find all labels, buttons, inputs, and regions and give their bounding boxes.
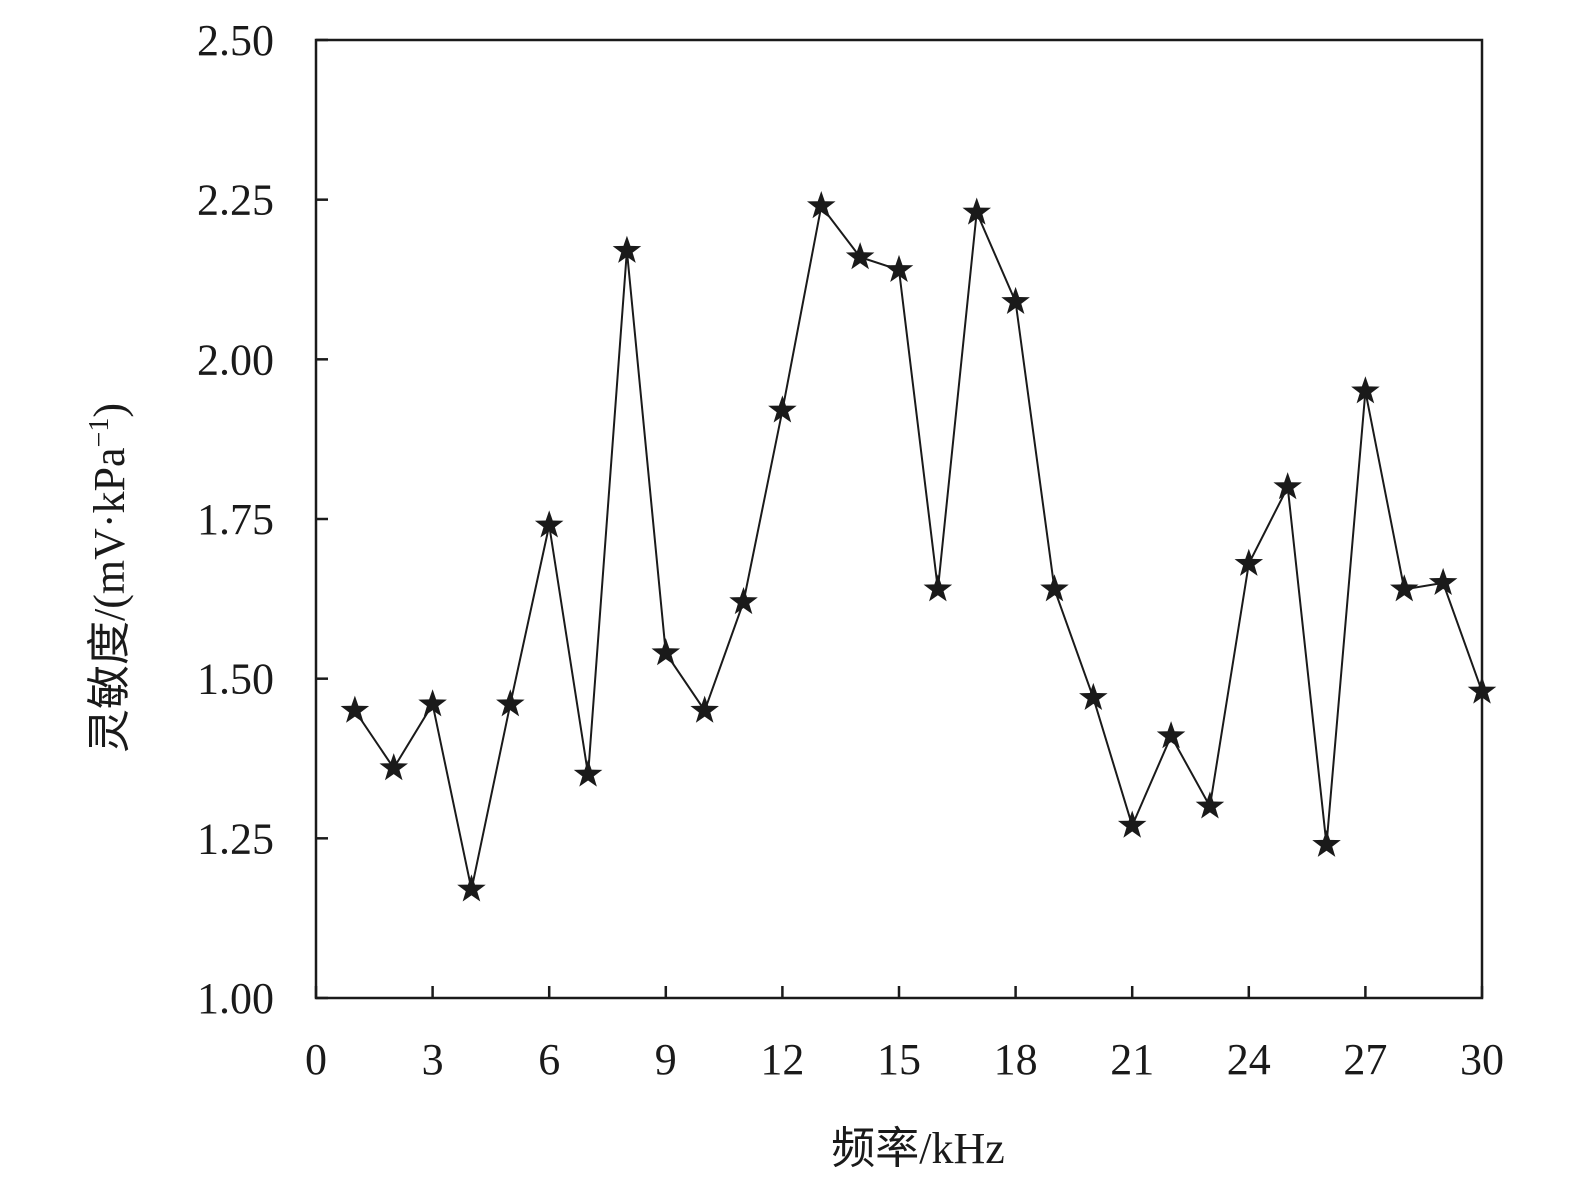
data-point-18 [1001,286,1030,314]
data-point-21 [1117,810,1147,838]
data-point-12 [768,395,797,423]
plot-frame [314,38,1484,1000]
y-tick-label-4: 2.00 [197,335,274,384]
x-tick-label-2: 6 [538,1035,560,1084]
data-point-2 [379,753,408,781]
data-point-5 [496,689,525,717]
data-point-8 [612,235,642,263]
data-point-1 [340,695,370,723]
x-axis: 0 3 6 9 12 15 18 21 24 27 30 [305,986,1504,1084]
data-point-19 [1040,574,1069,602]
x-tick-label-5: 15 [877,1035,921,1084]
x-tick-label-1: 3 [422,1035,444,1084]
y-tick-label-0: 1.00 [197,974,274,1023]
data-point-28 [1390,574,1419,602]
data-point-3 [418,689,447,717]
data-point-29 [1428,567,1458,595]
x-tick-label-10: 30 [1460,1035,1504,1084]
x-tick-label-3: 9 [655,1035,677,1084]
x-tick-label-4: 12 [760,1035,804,1084]
data-point-6 [534,510,564,538]
y-tick-label-1: 1.25 [197,814,274,863]
data-point-16 [923,574,953,602]
y-axis-label-main: 灵敏度/(mV·kPa [85,447,134,753]
series-sensitivity [340,191,1497,902]
data-point-15 [884,254,914,283]
data-point-30 [1467,676,1497,704]
data-point-4 [457,874,486,902]
y-axis: 1.00 1.25 1.50 1.75 2.00 2.25 2.50 [197,16,328,1023]
x-axis-label: 频率/kHz [831,1124,1005,1173]
y-axis-label-close: ) [85,403,134,418]
x-tick-label-7: 21 [1110,1035,1154,1084]
y-tick-label-6: 2.50 [197,16,274,65]
y-tick-label-3: 1.75 [197,495,274,544]
data-point-24 [1234,548,1264,576]
data-point-25 [1273,472,1302,500]
series-line [354,203,1483,890]
data-point-17 [962,197,991,225]
data-point-23 [1195,791,1225,819]
data-point-14 [845,242,875,270]
x-tick-label-0: 0 [305,1035,327,1084]
data-point-26 [1312,829,1341,857]
y-tick-label-5: 2.25 [197,176,274,225]
y-tick-label-2: 1.50 [197,655,274,704]
data-point-27 [1351,376,1380,404]
data-point-20 [1079,682,1108,710]
data-point-9 [651,638,681,666]
data-point-11 [729,587,758,615]
x-tick-label-6: 18 [994,1035,1038,1084]
x-tick-label-9: 27 [1343,1035,1387,1084]
y-axis-label: 灵敏度/(mV·kPa−1) [84,403,134,753]
x-tick-label-8: 24 [1227,1035,1271,1084]
data-point-10 [690,695,719,723]
data-point-22 [1156,721,1186,749]
data-point-13 [807,191,836,219]
y-axis-label-superscript: −1 [84,418,115,448]
data-point-7 [573,759,603,787]
